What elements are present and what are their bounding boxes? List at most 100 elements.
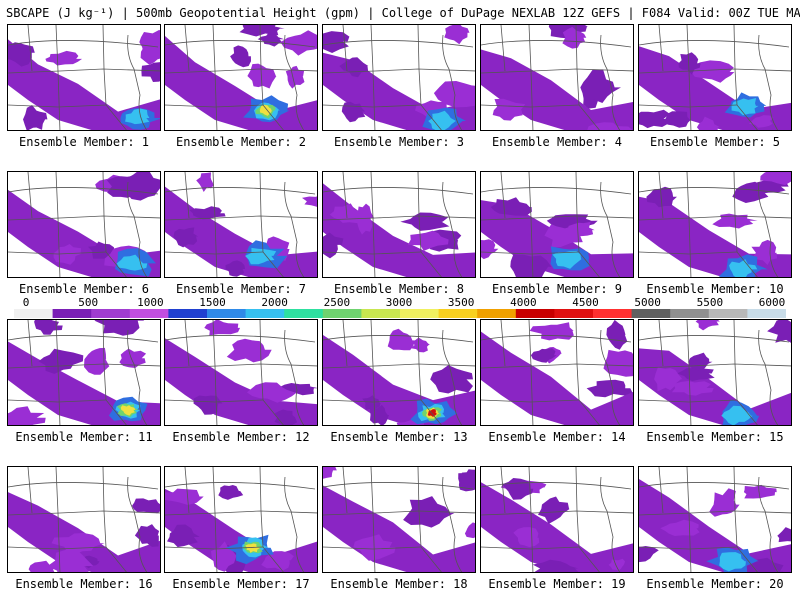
- cape-contour: [323, 334, 475, 425]
- colorbar-swatch: [747, 309, 786, 318]
- cape-contour: [38, 348, 84, 374]
- cape-contour: [481, 331, 633, 425]
- cape-contour: [173, 227, 199, 248]
- cape-contour: [538, 496, 570, 524]
- cape-map: [8, 467, 160, 572]
- cape-contour: [323, 31, 350, 53]
- cape-contour: [760, 172, 791, 186]
- ensemble-member-panel: [7, 319, 161, 426]
- cape-contour: [403, 496, 455, 528]
- cape-contour: [28, 560, 57, 572]
- state-borders: [323, 25, 475, 130]
- state-borders: [481, 467, 633, 572]
- cape-contour: [719, 552, 746, 572]
- ensemble-member-label: Ensemble Member: 18: [330, 577, 468, 591]
- cape-contour: [464, 522, 475, 539]
- cape-contour: [721, 405, 753, 425]
- cape-contour: [696, 116, 721, 130]
- cape-contour: [580, 69, 621, 103]
- ensemble-member-label: Ensemble Member: 9: [491, 282, 623, 296]
- cape-contour: [639, 546, 659, 563]
- cape-contour: [261, 551, 294, 571]
- cape-contour: [586, 379, 633, 398]
- cape-contour: [678, 52, 701, 75]
- ensemble-member-panel: [322, 171, 476, 278]
- cape-contour: [225, 260, 246, 277]
- cape-map: [481, 25, 633, 130]
- cape-contour: [362, 395, 381, 413]
- state-borders: [165, 467, 317, 572]
- cape-contour: [671, 381, 714, 396]
- cape-contour: [530, 348, 557, 363]
- colorbar-tick-label: 6000: [758, 296, 786, 309]
- cape-map: [165, 172, 317, 277]
- cape-contour: [688, 352, 713, 371]
- cape-contour: [400, 212, 450, 231]
- state-borders: [639, 25, 791, 130]
- colorbar-tick-label: 1000: [137, 296, 164, 309]
- cape-contour: [45, 50, 83, 66]
- cape-contour: [8, 39, 160, 130]
- state-borders: [323, 467, 475, 572]
- colorbar-swatch: [708, 309, 748, 318]
- state-borders: [481, 172, 633, 277]
- cape-map: [481, 467, 633, 572]
- cape-contour: [120, 405, 136, 416]
- colorbar: [14, 309, 786, 318]
- cape-contour: [492, 98, 526, 121]
- ensemble-member-label: Ensemble Member: 16: [15, 577, 153, 591]
- state-borders: [639, 320, 791, 425]
- state-borders: [481, 25, 633, 130]
- cape-contour: [280, 30, 317, 56]
- colorbar-swatch: [207, 309, 247, 318]
- cape-contour: [552, 250, 582, 269]
- colorbar-tick-label: 3000: [385, 296, 413, 309]
- cape-contour: [247, 63, 277, 89]
- ensemble-member-panel: [7, 466, 161, 573]
- state-borders: [323, 172, 475, 277]
- cape-contour: [125, 108, 150, 125]
- colorbar-swatch: [631, 309, 671, 318]
- cape-map: [165, 25, 317, 130]
- cape-contour: [140, 37, 160, 65]
- cape-contour: [654, 367, 683, 392]
- cape-map: [323, 25, 475, 130]
- colorbar-swatch: [670, 309, 710, 318]
- colorbar-swatch: [91, 309, 131, 318]
- ensemble-member-label: Ensemble Member: 1: [18, 135, 150, 149]
- cape-contour: [677, 364, 715, 381]
- ensemble-member-label: Ensemble Member: 11: [15, 430, 153, 444]
- cape-contour: [239, 25, 285, 37]
- colorbar-tick-label: 2000: [261, 296, 288, 309]
- cape-contour: [709, 488, 740, 517]
- cape-contour: [529, 322, 574, 341]
- ensemble-member-panel: [638, 171, 792, 278]
- colorbar-swatch: [515, 309, 555, 318]
- cape-map: [8, 320, 160, 425]
- cape-contour: [428, 110, 456, 130]
- cape-contour: [741, 557, 784, 572]
- cape-contour: [749, 115, 774, 128]
- cape-contour: [167, 524, 200, 548]
- cape-contour: [663, 111, 691, 128]
- cape-contour: [767, 320, 791, 343]
- cape-map: [639, 320, 791, 425]
- cape-contour: [189, 206, 226, 220]
- cape-contour: [285, 65, 305, 89]
- cape-contour: [606, 320, 628, 350]
- ensemble-member-panel: [638, 24, 792, 131]
- ensemble-member-panel: [638, 319, 792, 426]
- cape-contour: [356, 203, 375, 235]
- cape-contour: [639, 348, 791, 425]
- ensemble-member-panel: [480, 24, 634, 131]
- state-borders: [8, 467, 160, 572]
- cape-map: [323, 467, 475, 572]
- cape-contour: [246, 382, 297, 403]
- ensemble-member-panel: [322, 24, 476, 131]
- state-borders: [639, 467, 791, 572]
- colorbar-tick-label: 2500: [323, 296, 351, 309]
- cape-contour: [608, 558, 626, 571]
- cape-contour: [646, 186, 677, 208]
- colorbar-swatch: [129, 309, 169, 318]
